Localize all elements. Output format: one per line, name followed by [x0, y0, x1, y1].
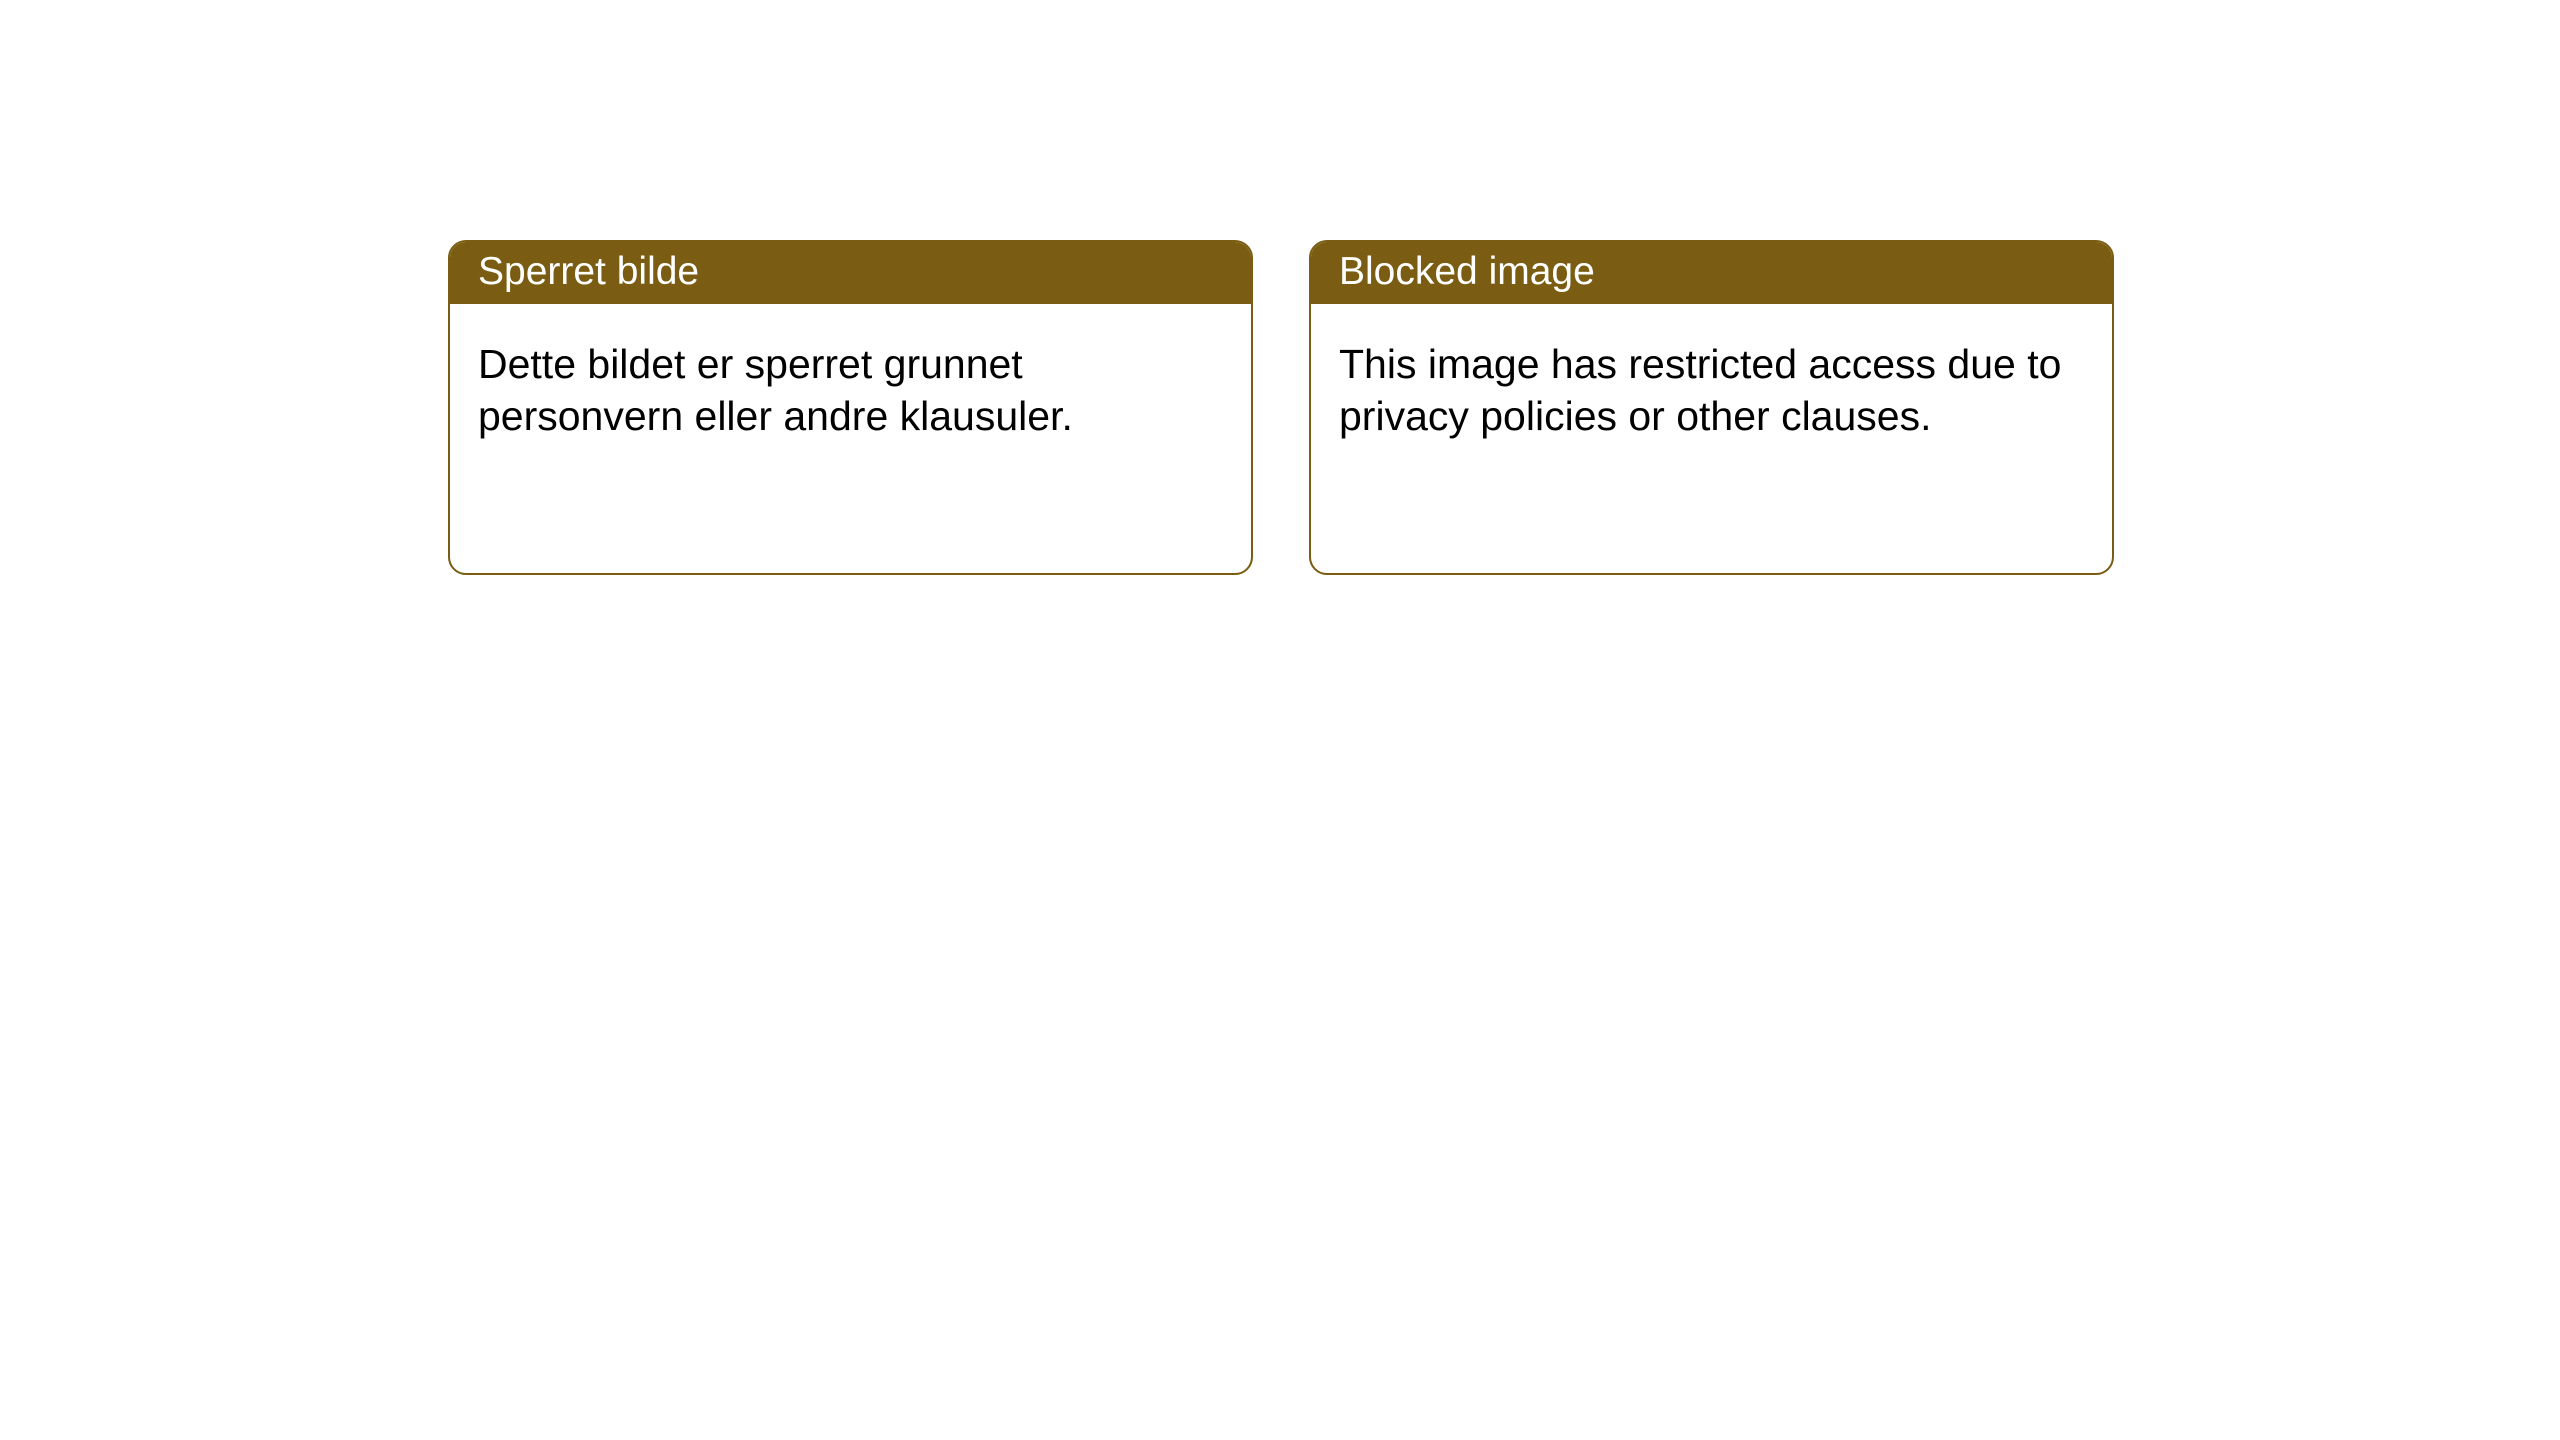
notice-title-en: Blocked image: [1311, 242, 2112, 304]
notice-card-en: Blocked image This image has restricted …: [1309, 240, 2114, 575]
notice-title-no: Sperret bilde: [450, 242, 1251, 304]
notice-card-no: Sperret bilde Dette bildet er sperret gr…: [448, 240, 1253, 575]
notice-container: Sperret bilde Dette bildet er sperret gr…: [0, 0, 2560, 575]
notice-body-no: Dette bildet er sperret grunnet personve…: [450, 304, 1251, 476]
notice-body-en: This image has restricted access due to …: [1311, 304, 2112, 476]
